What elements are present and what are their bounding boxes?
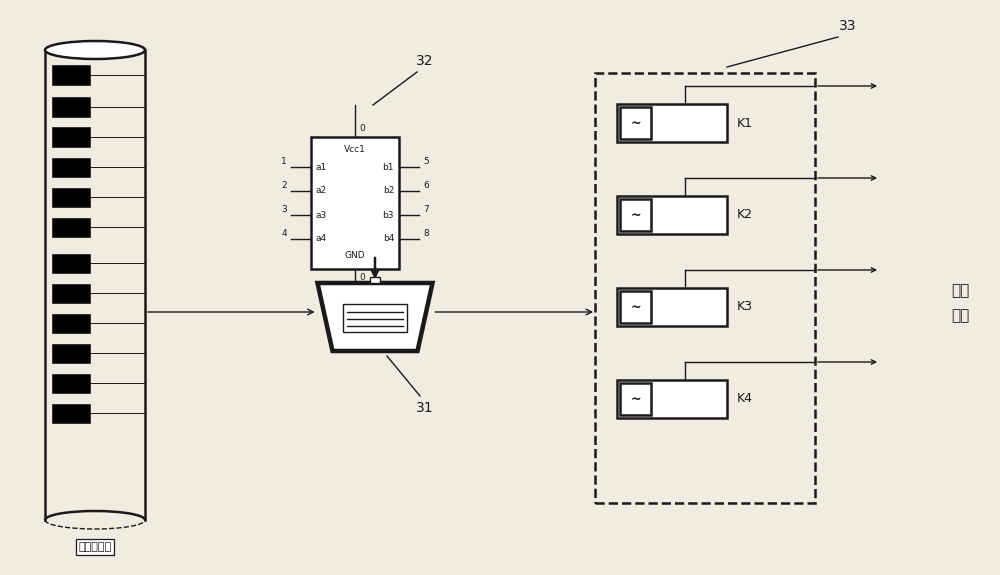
- Text: 0: 0: [359, 124, 365, 133]
- Bar: [52, 158, 90, 177]
- Bar: [620, 384, 651, 415]
- Bar: [52, 254, 90, 273]
- Bar: [52, 98, 90, 117]
- Bar: [52, 374, 90, 393]
- Text: 5: 5: [423, 157, 429, 166]
- Text: GND: GND: [345, 251, 365, 260]
- Text: 0: 0: [359, 273, 365, 282]
- Bar: [52, 217, 90, 236]
- Polygon shape: [318, 283, 432, 351]
- Text: 4: 4: [281, 229, 287, 238]
- Text: K4: K4: [737, 393, 753, 405]
- Bar: [52, 313, 90, 332]
- Text: 6: 6: [423, 181, 429, 190]
- Bar: [52, 128, 90, 147]
- Text: ~: ~: [630, 301, 641, 313]
- Bar: [370, 277, 380, 283]
- Bar: [617, 380, 727, 418]
- Text: 3: 3: [281, 205, 287, 214]
- Text: 8: 8: [423, 229, 429, 238]
- Text: 32: 32: [416, 54, 434, 68]
- Text: K2: K2: [737, 209, 753, 221]
- Ellipse shape: [45, 41, 145, 59]
- Text: 2: 2: [281, 181, 287, 190]
- Text: 传感器数据: 传感器数据: [78, 542, 112, 552]
- Text: K1: K1: [737, 117, 753, 129]
- Text: 1: 1: [281, 157, 287, 166]
- Text: ~: ~: [630, 117, 641, 129]
- Text: a3: a3: [316, 210, 327, 220]
- Bar: [617, 104, 727, 142]
- Bar: [52, 404, 90, 423]
- Text: a2: a2: [316, 186, 327, 196]
- Text: 7: 7: [423, 205, 429, 214]
- Bar: [620, 200, 651, 231]
- Bar: [595, 73, 815, 503]
- Text: ~: ~: [630, 209, 641, 221]
- Bar: [52, 283, 90, 302]
- Text: b1: b1: [382, 163, 394, 171]
- Text: Vcc1: Vcc1: [344, 145, 366, 155]
- Bar: [620, 292, 651, 323]
- Bar: [52, 66, 90, 85]
- Bar: [617, 196, 727, 234]
- Text: 31: 31: [416, 401, 434, 415]
- Text: b3: b3: [382, 210, 394, 220]
- Bar: [311, 137, 399, 269]
- Bar: [617, 288, 727, 326]
- Text: a4: a4: [316, 235, 327, 243]
- Text: 33: 33: [839, 19, 857, 33]
- Text: ~: ~: [630, 393, 641, 405]
- Text: a1: a1: [316, 163, 327, 171]
- Bar: [52, 343, 90, 362]
- Text: K3: K3: [737, 301, 753, 313]
- Bar: [52, 187, 90, 206]
- Text: b2: b2: [383, 186, 394, 196]
- Bar: [343, 304, 407, 332]
- Text: b4: b4: [383, 235, 394, 243]
- Bar: [620, 108, 651, 139]
- Text: 执行
机构: 执行 机构: [951, 283, 969, 323]
